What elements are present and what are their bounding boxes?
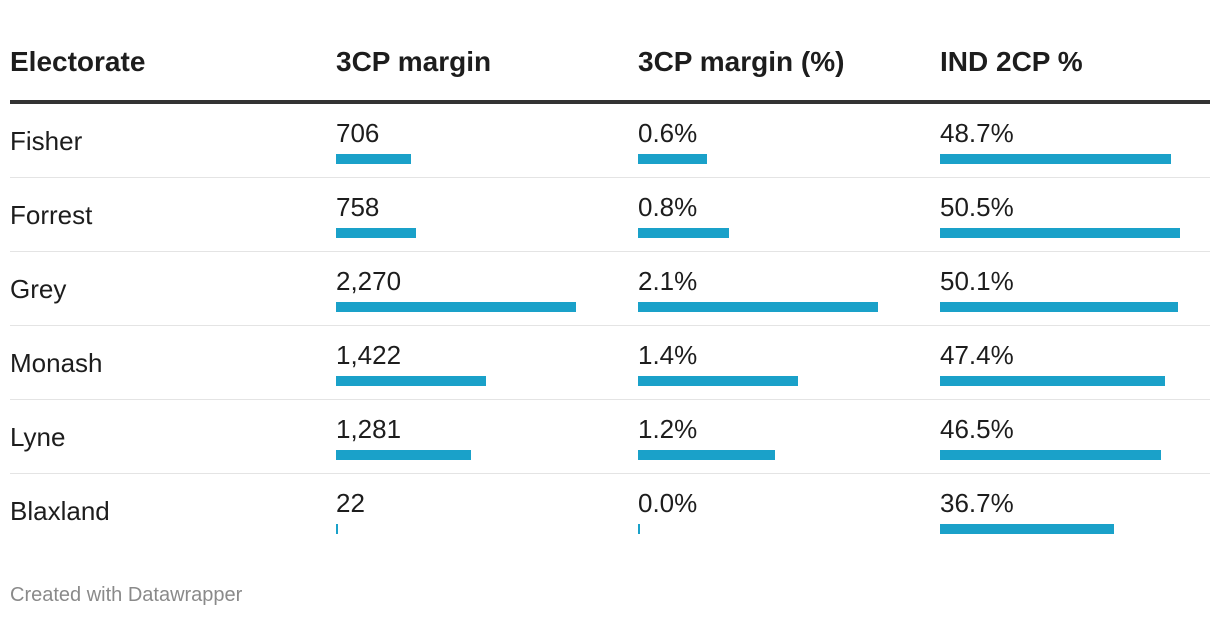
margin-pct-value: 1.2% [638, 414, 698, 444]
table-row: Monash 1,422 1.4% 47.4% [10, 326, 1210, 400]
margin-value: 22 [336, 488, 365, 518]
margin-value: 758 [336, 192, 380, 222]
margin-pct-value: 2.1% [638, 266, 698, 296]
margin-value: 2,270 [336, 266, 402, 296]
margin-pct-value: 0.6% [638, 118, 698, 148]
margin-pct-bar [638, 228, 729, 238]
margin-bar [336, 302, 576, 312]
margin-pct-bar [638, 450, 775, 460]
margin-pct-value: 0.8% [638, 192, 698, 222]
electorate-name: Monash [10, 348, 103, 378]
margin-value: 706 [336, 118, 380, 148]
margin-pct-value: 1.4% [638, 340, 698, 370]
table-row: Grey 2,270 2.1% 50.1% [10, 252, 1210, 326]
electorate-name: Lyne [10, 422, 66, 452]
margin-value: 1,281 [336, 414, 402, 444]
table-row: Blaxland 22 0.0% 36.7% [10, 474, 1210, 547]
table-header: Electorate 3CP margin 3CP margin (%) IND… [10, 30, 1210, 104]
ind-2cp-value: 47.4% [940, 340, 1014, 370]
ind-2cp-bar [940, 376, 1165, 386]
margin-bar [336, 524, 338, 534]
ind-2cp-value: 50.1% [940, 266, 1014, 296]
margin-pct-bar [638, 376, 798, 386]
margin-pct-value: 0.0% [638, 488, 698, 518]
ind-2cp-value: 46.5% [940, 414, 1014, 444]
electorate-name: Fisher [10, 126, 83, 156]
ind-2cp-bar [940, 524, 1114, 534]
margin-pct-bar [638, 524, 640, 534]
table-row: Forrest 758 0.8% 50.5% [10, 178, 1210, 252]
electorate-name: Forrest [10, 200, 93, 230]
margin-bar [336, 228, 416, 238]
margin-pct-bar [638, 154, 707, 164]
table-row: Lyne 1,281 1.2% 46.5% [10, 400, 1210, 474]
footer-credit: Created with Datawrapper [10, 584, 243, 606]
margin-bar [336, 450, 471, 460]
header-ind-2cp: IND 2CP % [940, 46, 1083, 77]
ind-2cp-value: 50.5% [940, 192, 1014, 222]
margin-value: 1,422 [336, 340, 402, 370]
table-row: Fisher 706 0.6% 48.7% [10, 104, 1210, 178]
header-3cp-margin: 3CP margin [336, 46, 492, 77]
ind-2cp-bar [940, 450, 1161, 460]
ind-2cp-value: 48.7% [940, 118, 1014, 148]
electorate-name: Grey [10, 274, 67, 304]
table-body: Fisher 706 0.6% 48.7% Forrest 758 0.8% 50.5% Gre… [10, 104, 1210, 547]
header-electorate: Electorate [10, 46, 146, 77]
margin-pct-bar [638, 302, 878, 312]
ind-2cp-bar [940, 302, 1178, 312]
results-table: Electorate 3CP margin 3CP margin (%) IND… [10, 30, 1210, 547]
ind-2cp-bar [940, 228, 1180, 238]
header-3cp-margin-pct: 3CP margin (%) [638, 46, 845, 77]
ind-2cp-value: 36.7% [940, 488, 1014, 518]
margin-bar [336, 376, 486, 386]
ind-2cp-bar [940, 154, 1171, 164]
margin-bar [336, 154, 411, 164]
electorate-name: Blaxland [10, 496, 110, 526]
